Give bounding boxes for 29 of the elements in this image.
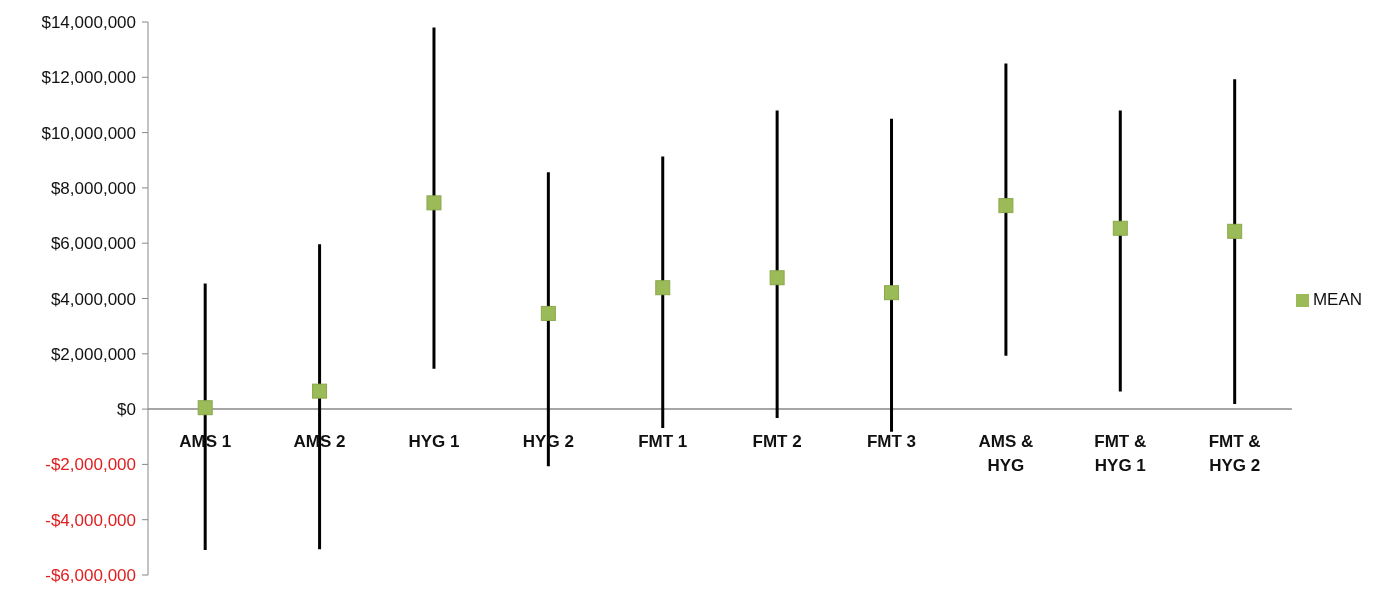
y-tick-label: -$2,000,000 — [45, 455, 136, 475]
y-tick-label: $8,000,000 — [50, 178, 136, 198]
point — [998, 198, 1014, 214]
x-tick-label: FMT 1 — [638, 432, 688, 452]
x-tick-label: FMT 2 — [752, 432, 802, 452]
y-tick-label: $0 — [117, 400, 136, 420]
x-tick-label: FMT & HYG 1 — [1094, 432, 1147, 476]
y-tick-label: $4,000,000 — [50, 289, 136, 309]
y-tick-label: -$4,000,000 — [45, 510, 136, 530]
point — [312, 383, 328, 399]
y-tick-label: $10,000,000 — [41, 123, 136, 143]
point — [426, 195, 442, 211]
x-tick-label: HYG 1 — [408, 432, 460, 452]
legend-label: MEAN — [1312, 290, 1362, 309]
point — [197, 400, 213, 416]
point — [1227, 223, 1243, 239]
y-tick-label: $2,000,000 — [50, 344, 136, 364]
point — [884, 285, 900, 301]
x-tick-label: FMT 3 — [866, 432, 917, 452]
point — [655, 280, 671, 296]
y-tick-label: $6,000,000 — [50, 234, 136, 254]
point — [1112, 220, 1128, 236]
y-tick-label: $14,000,000 — [41, 13, 136, 32]
x-tick-label: FMT & HYG 2 — [1208, 432, 1261, 476]
point — [540, 305, 556, 321]
y-tick-label: -$6,000,000 — [45, 566, 136, 585]
y-tick-label: $12,000,000 — [41, 68, 136, 88]
point — [769, 270, 785, 286]
x-tick-label: AMS & HYG — [978, 432, 1034, 476]
